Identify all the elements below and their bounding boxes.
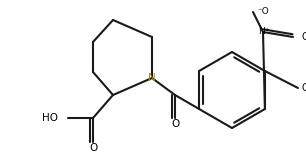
- Text: O: O: [171, 119, 179, 129]
- Text: N⁺: N⁺: [258, 27, 270, 36]
- Text: CH₃: CH₃: [302, 83, 306, 93]
- Text: ⁻O: ⁻O: [257, 8, 269, 16]
- Text: O: O: [301, 32, 306, 42]
- Text: HO: HO: [42, 113, 58, 123]
- Text: O: O: [89, 143, 97, 153]
- Text: N: N: [148, 73, 156, 83]
